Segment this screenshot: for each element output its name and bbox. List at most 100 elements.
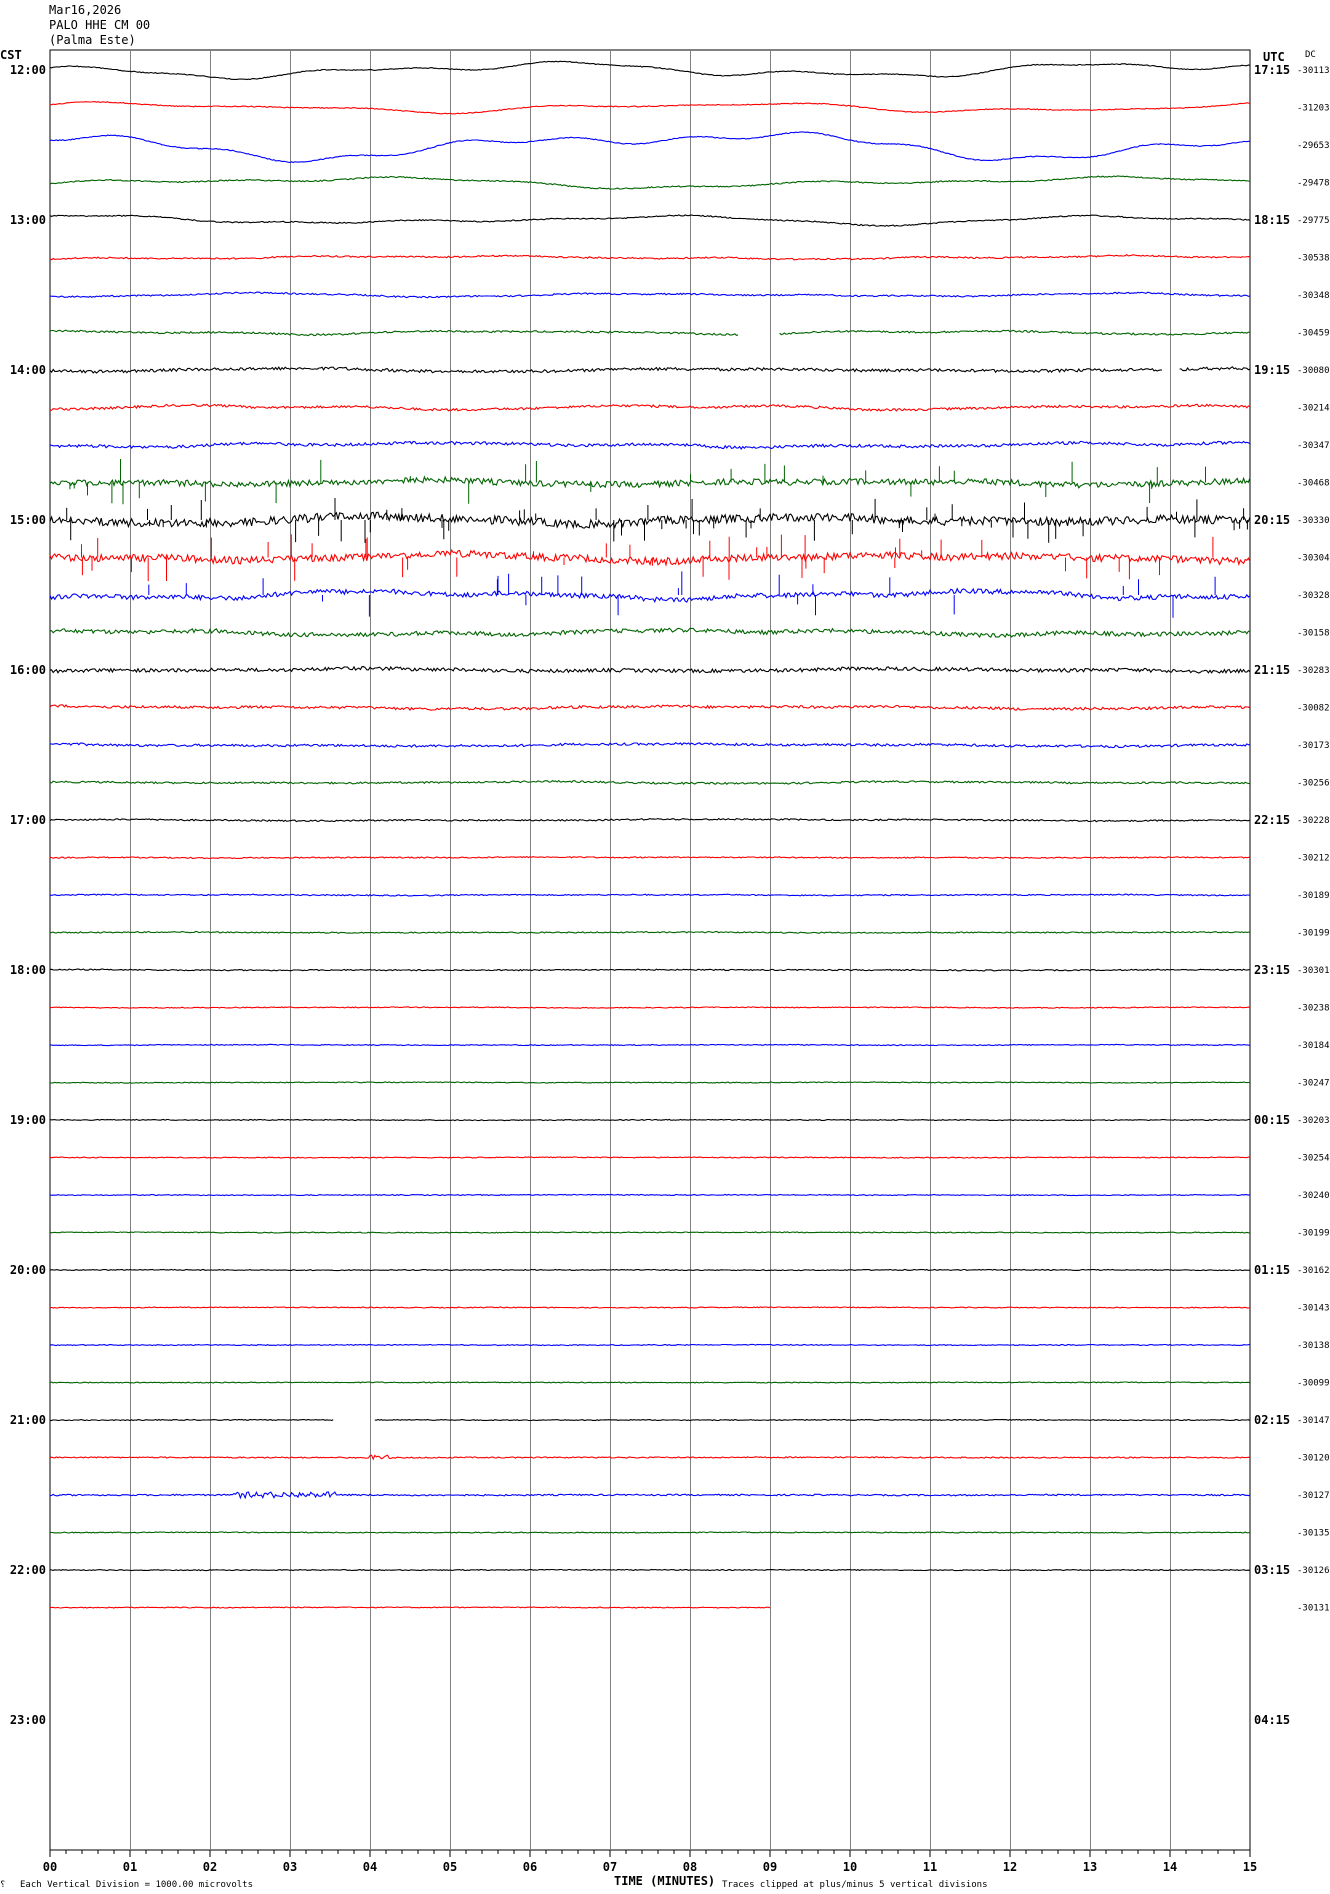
dc-offset-label: -30082: [1297, 704, 1330, 714]
trace-line: [49, 1568, 1251, 1572]
dc-offset-label: -30173: [1297, 741, 1330, 751]
dc-offset-label: -29653: [1297, 141, 1330, 151]
station-code: PALO HHE CM 00: [49, 18, 150, 32]
trace-line: [49, 548, 1251, 567]
local-hour-label: 18:00: [10, 963, 46, 977]
trace-line: [49, 1268, 1251, 1272]
dc-offset-label: -30348: [1297, 291, 1330, 301]
utc-hour-label: 03:15: [1254, 1563, 1290, 1577]
trace-line: [49, 627, 1251, 639]
trace-line: [49, 968, 1251, 972]
local-hour-label: 21:00: [10, 1413, 46, 1427]
x-tick-label: 12: [1003, 1860, 1017, 1874]
dc-offset-label: -30330: [1297, 516, 1330, 526]
dc-offset-label: -30538: [1297, 254, 1330, 264]
local-hour-label: 15:00: [10, 513, 46, 527]
trace-line: [49, 329, 1250, 337]
dc-offset-label: -30080: [1297, 366, 1330, 376]
trace-line: [49, 1193, 1251, 1197]
trace-line: [49, 440, 1251, 450]
dc-offset-label: -30189: [1297, 891, 1330, 901]
trace-line: [49, 817, 1251, 823]
x-tick-label: 04: [363, 1860, 377, 1874]
utc-hour-label: 02:15: [1254, 1413, 1290, 1427]
x-tick-label: 10: [843, 1860, 857, 1874]
x-tick-label: 07: [603, 1860, 617, 1874]
trace-line: [49, 1156, 1251, 1159]
dc-offset-labels: -30113 -31203 -29653 -29478 -29775 -30538 -303…: [1297, 66, 1330, 1614]
trace-line: [49, 1454, 1251, 1461]
dc-offset-label: -30127: [1297, 1491, 1330, 1501]
dc-offset-label: -30212: [1297, 854, 1330, 864]
trace-line: [50, 291, 1251, 299]
dc-offset-label: -30199: [1297, 1229, 1330, 1239]
utc-hour-label: 04:15: [1254, 1713, 1290, 1727]
x-tick-label: 08: [683, 1860, 697, 1874]
dc-offset-label: -30459: [1297, 329, 1330, 339]
dc-offset-label: -30247: [1297, 1079, 1330, 1089]
local-hour-label: 23:00: [10, 1713, 46, 1727]
dc-offset-label: -30238: [1297, 1004, 1330, 1014]
local-hour-label: 17:00: [10, 813, 46, 827]
trace-line: [50, 101, 1251, 115]
trace-line: [49, 1043, 1251, 1047]
dc-offset-label: -30158: [1297, 629, 1330, 639]
dc-offset-label: -29478: [1297, 179, 1330, 189]
dc-offset-label: -30162: [1297, 1266, 1330, 1276]
dc-column-label: DC: [1305, 50, 1316, 60]
dc-offset-label: -30120: [1297, 1454, 1330, 1464]
dc-offset-label: -30135: [1297, 1529, 1330, 1539]
plot-frame: [49, 49, 1251, 1851]
record-date: Mar16,2026: [49, 3, 121, 17]
local-hour-labels: 12:00 13:00 14:00 15:00 16:00 17:00 18:00 19:00…: [10, 63, 46, 1727]
trace-line: [49, 254, 1251, 261]
vertical-scale-note: Each Vertical Division = 1000.00 microvo…: [20, 1880, 253, 1890]
trace-line: [49, 1606, 771, 1609]
x-tick-label: 03: [283, 1860, 297, 1874]
local-timezone-label: CST: [0, 48, 22, 62]
x-tick-label: 05: [443, 1860, 457, 1874]
trace-line: [49, 1418, 1251, 1422]
x-tick-label: 11: [923, 1860, 937, 1874]
dc-offset-label: -30228: [1297, 816, 1330, 826]
trace-line: [49, 214, 1251, 227]
trace-line: [49, 855, 1251, 860]
trace-line: [49, 475, 1251, 489]
trace-line: [49, 131, 1250, 164]
local-hour-label: 20:00: [10, 1263, 46, 1277]
trace-line: [49, 1531, 1251, 1534]
dc-offset-label: -30131: [1297, 1604, 1330, 1614]
trace-lines: [49, 60, 1251, 1609]
trace-line: [49, 587, 1251, 603]
trace-line: [49, 1491, 1251, 1500]
station-location: (Palma Este): [49, 33, 136, 47]
trace-line: [49, 1081, 1251, 1084]
utc-hour-label: 17:15: [1254, 63, 1290, 77]
dc-offset-label: -30099: [1297, 1379, 1330, 1389]
local-hour-label: 13:00: [10, 213, 46, 227]
dc-offset-label: -30138: [1297, 1341, 1330, 1351]
utc-timezone-label: UTC: [1263, 50, 1285, 64]
trace-line: [49, 1343, 1251, 1347]
dc-offset-label: -30240: [1297, 1191, 1330, 1201]
dc-offset-label: -30147: [1297, 1416, 1330, 1426]
dc-offset-label: -31203: [1297, 104, 1330, 114]
utc-hour-labels: 17:15 18:15 19:15 20:15 21:15 22:15 23:15 00:15…: [1254, 63, 1290, 1727]
x-tick-label: 00: [43, 1860, 57, 1874]
minute-grid: [49, 49, 1251, 1851]
trace-line: [49, 742, 1251, 749]
x-axis: 00 01 02 03 04 05 06 07 08 09 10 11 12 13 14 15: [43, 1850, 1257, 1874]
trace-line: [49, 1381, 1251, 1384]
trace-spikes: [81, 534, 1214, 582]
dc-offset-label: -30214: [1297, 404, 1330, 414]
utc-hour-label: 18:15: [1254, 213, 1290, 227]
scale-icon: ⸮: [0, 1880, 5, 1890]
trace-line: [49, 930, 1251, 934]
dc-offset-label: -29775: [1297, 216, 1330, 226]
trace-line: [49, 1306, 1251, 1309]
utc-hour-label: 23:15: [1254, 963, 1290, 977]
dc-offset-label: -30328: [1297, 591, 1330, 601]
local-hour-label: 16:00: [10, 663, 46, 677]
